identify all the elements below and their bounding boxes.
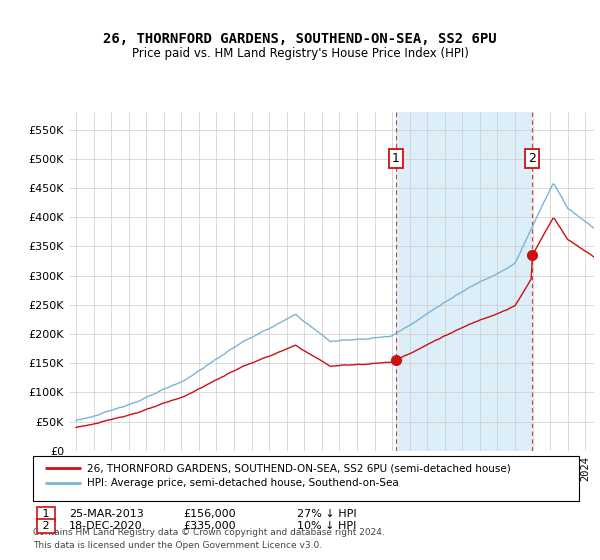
Text: 1: 1 bbox=[39, 508, 53, 519]
Text: 2: 2 bbox=[528, 152, 536, 165]
Text: HPI: Average price, semi-detached house, Southend-on-Sea: HPI: Average price, semi-detached house,… bbox=[87, 478, 399, 488]
Text: 2: 2 bbox=[39, 521, 53, 531]
Text: 10% ↓ HPI: 10% ↓ HPI bbox=[297, 521, 356, 531]
Text: 26, THORNFORD GARDENS, SOUTHEND-ON-SEA, SS2 6PU (semi-detached house): 26, THORNFORD GARDENS, SOUTHEND-ON-SEA, … bbox=[87, 463, 511, 473]
Text: 1: 1 bbox=[392, 152, 400, 165]
Text: 27% ↓ HPI: 27% ↓ HPI bbox=[297, 508, 356, 519]
Text: 25-MAR-2013: 25-MAR-2013 bbox=[69, 508, 144, 519]
Text: Contains HM Land Registry data © Crown copyright and database right 2024.
This d: Contains HM Land Registry data © Crown c… bbox=[33, 528, 385, 550]
Text: Price paid vs. HM Land Registry's House Price Index (HPI): Price paid vs. HM Land Registry's House … bbox=[131, 46, 469, 60]
Text: £335,000: £335,000 bbox=[183, 521, 236, 531]
Text: £156,000: £156,000 bbox=[183, 508, 236, 519]
Text: 26, THORNFORD GARDENS, SOUTHEND-ON-SEA, SS2 6PU: 26, THORNFORD GARDENS, SOUTHEND-ON-SEA, … bbox=[103, 32, 497, 46]
Text: 18-DEC-2020: 18-DEC-2020 bbox=[69, 521, 143, 531]
Bar bbox=[396, 112, 532, 451]
